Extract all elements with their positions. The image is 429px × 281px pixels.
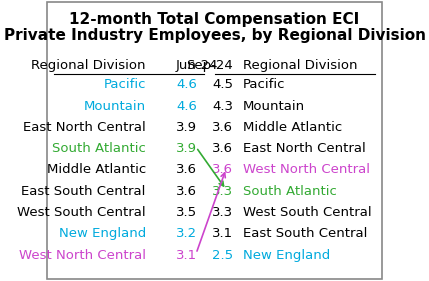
Text: Middle Atlantic: Middle Atlantic xyxy=(243,121,342,134)
Text: Mountain: Mountain xyxy=(84,99,146,112)
Text: 3.9: 3.9 xyxy=(176,121,197,134)
Text: Middle Atlantic: Middle Atlantic xyxy=(46,164,146,176)
Text: 3.9: 3.9 xyxy=(176,142,197,155)
Text: West North Central: West North Central xyxy=(243,164,370,176)
Text: West North Central: West North Central xyxy=(19,249,146,262)
Text: South Atlantic: South Atlantic xyxy=(52,142,146,155)
Text: 4.3: 4.3 xyxy=(212,99,233,112)
Text: 4.6: 4.6 xyxy=(176,78,197,91)
Text: West South Central: West South Central xyxy=(17,206,146,219)
Text: 3.3: 3.3 xyxy=(212,206,233,219)
Text: 3.2: 3.2 xyxy=(176,227,197,241)
Text: Pacific: Pacific xyxy=(103,78,146,91)
Text: East North Central: East North Central xyxy=(23,121,146,134)
Text: 4.5: 4.5 xyxy=(212,78,233,91)
Text: 12-month Total Compensation ECI: 12-month Total Compensation ECI xyxy=(69,12,360,27)
Text: 3.6: 3.6 xyxy=(176,185,197,198)
Text: Private Industry Employees, by Regional Division: Private Industry Employees, by Regional … xyxy=(3,28,426,43)
Text: 2.5: 2.5 xyxy=(212,249,233,262)
Text: East South Central: East South Central xyxy=(243,227,367,241)
Text: Regional Division: Regional Division xyxy=(243,59,357,72)
Text: Sep-24: Sep-24 xyxy=(186,59,233,72)
Text: 3.5: 3.5 xyxy=(176,206,197,219)
Text: Pacific: Pacific xyxy=(243,78,286,91)
Text: East South Central: East South Central xyxy=(21,185,146,198)
Text: 3.6: 3.6 xyxy=(212,121,233,134)
Text: 3.6: 3.6 xyxy=(176,164,197,176)
Text: Regional Division: Regional Division xyxy=(31,59,146,72)
Text: 3.6: 3.6 xyxy=(212,142,233,155)
Text: New England: New England xyxy=(58,227,146,241)
Text: East North Central: East North Central xyxy=(243,142,366,155)
Text: New England: New England xyxy=(243,249,330,262)
Text: West South Central: West South Central xyxy=(243,206,372,219)
Text: 3.3: 3.3 xyxy=(212,185,233,198)
Text: 3.6: 3.6 xyxy=(212,164,233,176)
Text: 4.6: 4.6 xyxy=(176,99,197,112)
Text: 3.1: 3.1 xyxy=(212,227,233,241)
Text: South Atlantic: South Atlantic xyxy=(243,185,337,198)
Text: 3.1: 3.1 xyxy=(176,249,197,262)
Text: Mountain: Mountain xyxy=(243,99,305,112)
Text: Jun-24: Jun-24 xyxy=(176,59,218,72)
